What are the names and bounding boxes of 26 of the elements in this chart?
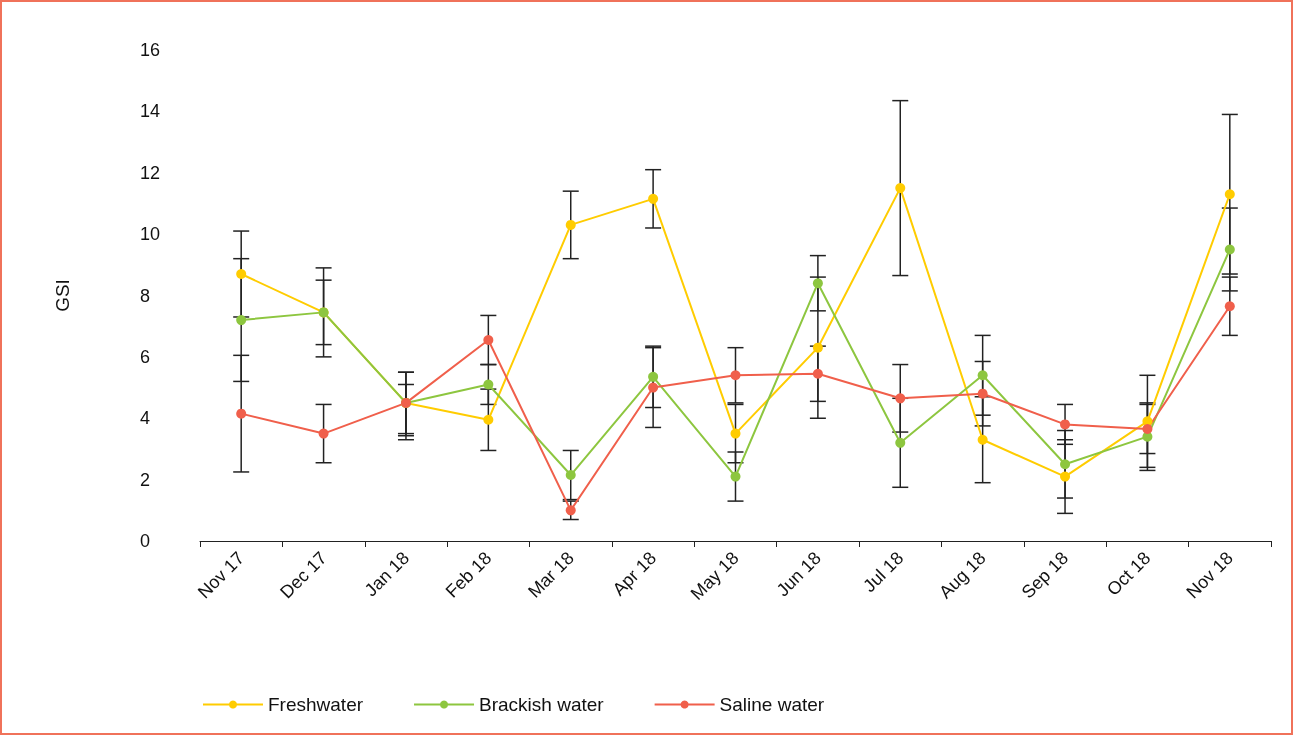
x-tick-label: Feb 18 [441, 547, 496, 602]
y-tick-label: 6 [140, 346, 151, 367]
y-tick-label: 14 [140, 101, 161, 122]
legend-label: Saline water [719, 694, 825, 715]
x-tick-label: Oct 18 [1102, 547, 1155, 600]
y-tick-label: 2 [140, 469, 151, 490]
y-tick-label: 12 [140, 162, 161, 183]
x-tick-label: May 18 [686, 547, 743, 604]
x-tick-label: Sep 18 [1017, 547, 1073, 603]
y-tick-label: 4 [140, 408, 151, 429]
y-tick-label: 8 [140, 285, 151, 306]
x-tick-label: Jun 18 [772, 547, 825, 601]
y-tick-label: 10 [140, 224, 161, 245]
legend-label: Freshwater [268, 694, 364, 715]
x-tick-label: Nov 18 [1182, 547, 1237, 603]
x-tick-label: Mar 18 [524, 547, 578, 602]
x-tick-label: Apr 18 [608, 547, 661, 600]
y-tick-label: 16 [140, 40, 161, 60]
legend-label: Brackish water [479, 694, 605, 715]
x-tick-label: Dec 17 [276, 547, 331, 603]
x-tick-label: Jan 18 [360, 547, 414, 601]
x-tick-label: Jul 18 [859, 547, 908, 597]
x-tick-label: Aug 18 [935, 547, 990, 603]
x-tick-label: Nov 17 [193, 547, 249, 603]
y-axis-title: GSI [52, 279, 73, 312]
y-tick-label: 0 [140, 531, 151, 551]
